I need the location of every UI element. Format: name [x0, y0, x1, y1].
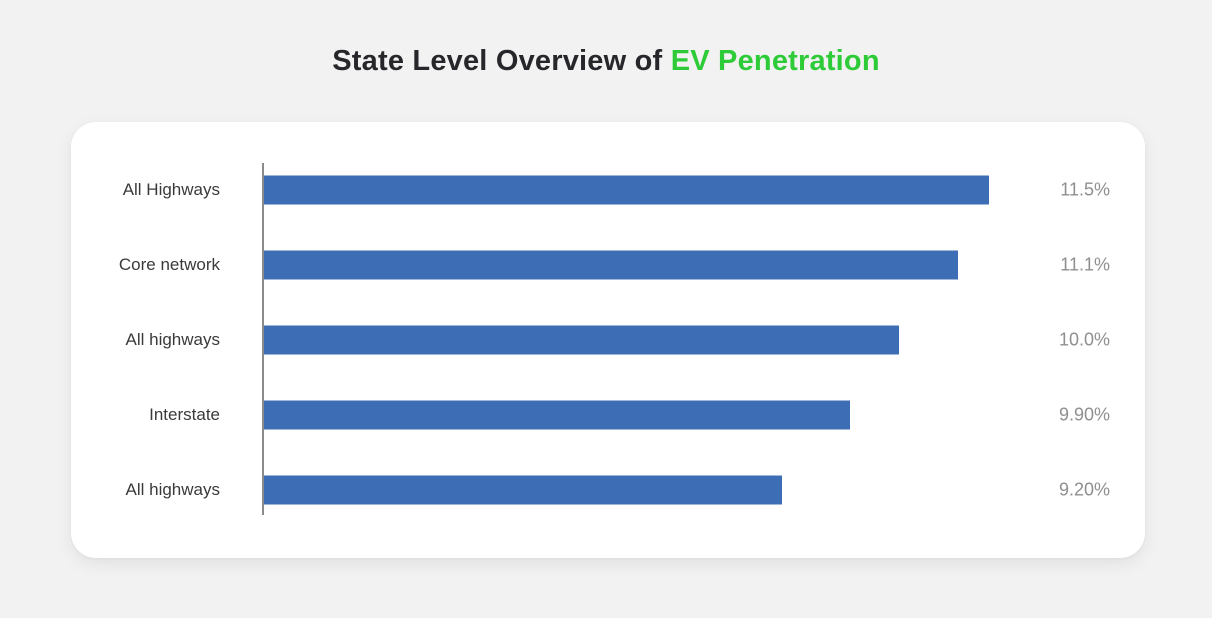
category-label: All highways [125, 329, 221, 349]
category-label: Core network [118, 254, 220, 274]
value-label: 11.1% [1060, 254, 1110, 274]
chart-card: All Highways 11.5% Core network 11.1% All hi… [71, 122, 1145, 558]
bar [264, 175, 989, 204]
category-label: All highways [125, 479, 221, 499]
title-prefix: State Level Overview of [332, 45, 663, 77]
y-axis-line [262, 163, 264, 515]
page-title: State Level Overview of EV Penetration [0, 45, 1212, 78]
chart-row: All highways 10.0% [71, 302, 1145, 377]
value-label: 9.90% [1058, 404, 1110, 424]
value-label: 11.5% [1060, 179, 1110, 199]
value-label: 9.20% [1058, 479, 1110, 499]
chart-rows: All Highways 11.5% Core network 11.1% All hi… [71, 152, 1145, 527]
value-label: 10.0% [1058, 329, 1110, 349]
title-highlight: EV Penetration [670, 45, 880, 77]
bar [264, 325, 899, 354]
chart-row: All highways 9.20% [71, 452, 1145, 527]
chart-row: All Highways 11.5% [71, 152, 1145, 227]
bar [264, 400, 850, 429]
category-label: All Highways [122, 179, 220, 199]
chart-row: Core network 11.1% [71, 227, 1145, 302]
chart-row: Interstate 9.90% [71, 377, 1145, 452]
category-label: Interstate [149, 404, 220, 424]
bar [264, 475, 782, 504]
bar [264, 250, 958, 279]
